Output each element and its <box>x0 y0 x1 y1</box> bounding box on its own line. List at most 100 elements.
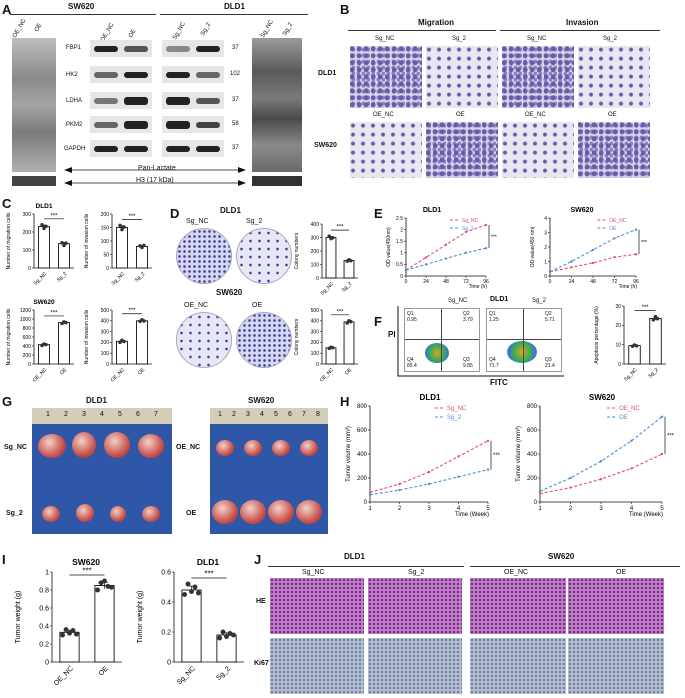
x-tick-label: OE_NC <box>110 367 127 384</box>
y-tick-label: 0 <box>106 362 109 368</box>
b-col-7: OE_NC <box>525 112 546 118</box>
y-tick-label: 400 <box>357 452 368 458</box>
flow-q4-label-right: Q4 <box>489 357 496 363</box>
panel-f-frame <box>397 306 564 377</box>
y-axis-label: OD value(450nm) <box>386 227 392 267</box>
f-col-sg-2: Sg_2 <box>532 298 547 304</box>
x-tick-label: 3 <box>427 506 431 512</box>
ruler-mark-5: 5 <box>118 411 122 418</box>
y-axis-label: Number of invasion cells <box>84 213 90 268</box>
sig-label: *** <box>50 213 58 219</box>
data-point <box>224 634 229 639</box>
lane-label-oe-nc-a1: OE_NC <box>12 18 28 39</box>
series-point <box>599 460 603 463</box>
pan-lactate-blot-right <box>252 38 302 172</box>
y-tick-label: 1000 <box>20 317 31 323</box>
data-point <box>44 342 48 347</box>
b-row-sw620: SW620 <box>314 142 337 149</box>
tumor-sw620-oe-nc-1 <box>216 440 234 456</box>
ruler-sw620 <box>210 408 328 424</box>
series-line-oe <box>549 229 637 273</box>
y-tick-label: 400 <box>311 222 320 228</box>
h3-blot-left <box>12 176 56 186</box>
j-col-oe-nc: OE_NC <box>504 569 529 576</box>
blot-fbp1-left <box>90 40 152 57</box>
lane-label-oe-a1: OE <box>34 22 44 33</box>
y-tick-label: 1.5 <box>396 239 403 245</box>
data-point <box>189 589 194 594</box>
panel-f-title: DLD1 <box>490 296 509 303</box>
panel-label-g: G <box>2 394 13 409</box>
data-point <box>331 236 335 240</box>
flow-q1-value-left: 0.95 <box>407 317 417 323</box>
sig-label: *** <box>641 240 647 246</box>
x-tick-label: 72 <box>463 279 469 285</box>
d-col-oe: OE <box>252 302 263 309</box>
y-tick-label: 200 <box>23 353 32 359</box>
y-tick-label: 400 <box>311 319 320 325</box>
y-tick-label: 500 <box>101 308 110 314</box>
panel-b-migration-title: Migration <box>418 18 454 27</box>
y-tick-label: 0 <box>534 500 538 506</box>
x-axis-label: Time (h) <box>469 284 488 290</box>
legend-label: Sg_2 <box>462 226 474 232</box>
x-tick-label: 72 <box>612 279 618 285</box>
series-point <box>427 470 431 474</box>
x-tick-label: Sg_NC <box>111 271 127 287</box>
chart-e-dld1-od: 0 0.5 1 1.5 2 2.5 0 24 48 72 96 OD value(450nm) Time… <box>386 207 497 290</box>
ruler-r-8: 8 <box>316 411 320 418</box>
ki67-image-sg-nc <box>270 638 364 694</box>
y-tick-label: 100 <box>311 262 320 268</box>
blot-hk2-left <box>90 66 152 83</box>
j-col-sg-nc: Sg_NC <box>302 569 325 576</box>
x-tick-label: Sg_2 <box>215 665 232 682</box>
y-tick-label: 0.4 <box>39 623 49 630</box>
legend-label: OE_NC <box>609 218 627 224</box>
flow-q3-label-left: Q3 <box>463 357 470 363</box>
j-row-ki67: Ki67 <box>254 660 269 667</box>
data-point <box>64 241 68 245</box>
bar <box>649 318 662 365</box>
y-tick-label: 20 <box>615 323 621 329</box>
y-tick-label: 150 <box>101 225 110 231</box>
y-tick-label: 10 <box>615 342 621 348</box>
bar <box>343 321 355 365</box>
y-tick-label: 0 <box>400 274 403 280</box>
x-tick-label: 2 <box>569 506 573 512</box>
data-point <box>349 319 353 324</box>
flow-q1-label-left: Q1 <box>407 311 414 317</box>
series-point <box>464 230 468 234</box>
panel-b-line-1 <box>348 30 496 31</box>
data-point <box>327 234 331 238</box>
sig-label: *** <box>204 570 213 579</box>
y-tick-label: 200 <box>23 230 32 236</box>
flow-q3-value-right: 21.4 <box>545 363 555 369</box>
f-ylabel-pi: PI <box>388 330 396 339</box>
panel-g-right-title: SW620 <box>248 396 275 405</box>
series-point <box>368 491 372 494</box>
ruler-r-7: 7 <box>302 411 306 418</box>
y-tick-label: 0 <box>544 274 547 280</box>
bar <box>181 589 202 663</box>
x-tick-label: 1 <box>538 506 542 512</box>
y-tick-label: 200 <box>101 340 110 346</box>
data-point <box>67 630 72 636</box>
invasion-image-dld1-sg-nc <box>502 46 574 108</box>
series-point <box>569 476 572 480</box>
he-image-oe <box>568 578 664 634</box>
flow-q4-value-left: 85.4 <box>407 363 417 369</box>
chart-c-sw620-invasion: 0 100 200 300 400 500 Number of invasion cells… <box>84 308 152 384</box>
y-tick-label: 0 <box>28 266 31 272</box>
x-tick-label: 5 <box>486 506 490 512</box>
chart-d-dld1-colony: 0 100 200 300 400 Colony numbers Sg_NC Sg_2 *** <box>294 222 358 297</box>
b-col-3: Sg_NC <box>527 36 547 42</box>
kda-fbp1: 37 <box>232 45 239 51</box>
chart-c-sw620-migration: 0 200 400 600 800 1000 1200 Number of migration… <box>6 299 74 383</box>
g-row-oe: OE <box>186 510 197 517</box>
series-point <box>484 246 488 250</box>
g-row-sg-nc: Sg_NC <box>4 444 27 451</box>
y-tick-label: 1 <box>400 251 403 257</box>
chart-d-sw620-colony: 0 100 200 300 400 500 Colony numbers OE_NC OE *** <box>294 308 358 383</box>
series-point <box>630 439 633 442</box>
data-point <box>331 346 335 350</box>
